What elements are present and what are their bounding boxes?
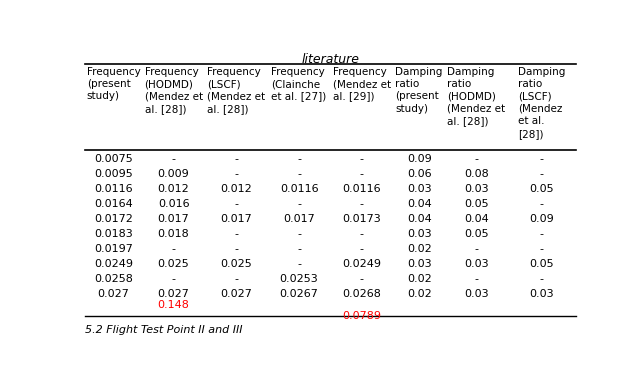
Text: -: - bbox=[540, 154, 544, 164]
Text: 0.027: 0.027 bbox=[98, 289, 129, 299]
Text: 0.016: 0.016 bbox=[158, 199, 189, 209]
Text: Frequency
(present
study): Frequency (present study) bbox=[87, 67, 140, 101]
Text: -: - bbox=[297, 229, 301, 239]
Text: 0.06: 0.06 bbox=[407, 169, 431, 179]
Text: -: - bbox=[474, 154, 479, 164]
Text: 0.09: 0.09 bbox=[407, 154, 431, 164]
Text: 0.0075: 0.0075 bbox=[94, 154, 133, 164]
Text: Frequency
(Mendez et
al. [29]): Frequency (Mendez et al. [29]) bbox=[333, 67, 391, 101]
Text: 0.0116: 0.0116 bbox=[342, 184, 381, 194]
Text: 0.05: 0.05 bbox=[464, 199, 489, 209]
Text: 0.0267: 0.0267 bbox=[280, 289, 319, 299]
Text: 0.03: 0.03 bbox=[529, 289, 554, 299]
Text: 0.02: 0.02 bbox=[407, 244, 431, 254]
Text: Damping
ratio
(present
study): Damping ratio (present study) bbox=[396, 67, 443, 114]
Text: 0.012: 0.012 bbox=[221, 184, 252, 194]
Text: 0.0183: 0.0183 bbox=[94, 229, 133, 239]
Text: -: - bbox=[540, 199, 544, 209]
Text: 0.03: 0.03 bbox=[464, 184, 489, 194]
Text: -: - bbox=[234, 274, 238, 284]
Text: -: - bbox=[234, 199, 238, 209]
Text: 0.04: 0.04 bbox=[464, 214, 489, 224]
Text: 0.09: 0.09 bbox=[529, 214, 554, 224]
Text: -: - bbox=[360, 229, 364, 239]
Text: 0.0095: 0.0095 bbox=[94, 169, 133, 179]
Text: -: - bbox=[234, 154, 238, 164]
Text: 0.0789: 0.0789 bbox=[342, 311, 381, 321]
Text: 0.05: 0.05 bbox=[529, 259, 554, 269]
Text: 0.0258: 0.0258 bbox=[94, 274, 133, 284]
Text: 0.02: 0.02 bbox=[407, 274, 431, 284]
Text: 0.03: 0.03 bbox=[464, 259, 489, 269]
Text: -: - bbox=[297, 244, 301, 254]
Text: Frequency
(LSCF)
(Mendez et
al. [28]): Frequency (LSCF) (Mendez et al. [28]) bbox=[207, 67, 266, 114]
Text: -: - bbox=[297, 199, 301, 209]
Text: -: - bbox=[360, 154, 364, 164]
Text: 0.0197: 0.0197 bbox=[94, 244, 133, 254]
Text: -: - bbox=[540, 169, 544, 179]
Text: -: - bbox=[297, 169, 301, 179]
Text: -: - bbox=[172, 154, 175, 164]
Text: -: - bbox=[172, 274, 175, 284]
Text: 0.0253: 0.0253 bbox=[280, 274, 319, 284]
Text: 0.0249: 0.0249 bbox=[342, 259, 381, 269]
Text: -: - bbox=[172, 244, 175, 254]
Text: 0.08: 0.08 bbox=[464, 169, 489, 179]
Text: 0.05: 0.05 bbox=[464, 229, 489, 239]
Text: 0.012: 0.012 bbox=[157, 184, 189, 194]
Text: 0.03: 0.03 bbox=[407, 259, 431, 269]
Text: -: - bbox=[540, 244, 544, 254]
Text: 0.0249: 0.0249 bbox=[94, 259, 133, 269]
Text: 0.148: 0.148 bbox=[157, 300, 189, 310]
Text: 0.04: 0.04 bbox=[407, 214, 431, 224]
Text: 0.03: 0.03 bbox=[407, 184, 431, 194]
Text: 0.018: 0.018 bbox=[157, 229, 189, 239]
Text: -: - bbox=[234, 229, 238, 239]
Text: 0.0164: 0.0164 bbox=[94, 199, 133, 209]
Text: -: - bbox=[474, 274, 479, 284]
Text: 0.027: 0.027 bbox=[220, 289, 252, 299]
Text: -: - bbox=[297, 154, 301, 164]
Text: 0.017: 0.017 bbox=[157, 214, 189, 224]
Text: 0.009: 0.009 bbox=[157, 169, 189, 179]
Text: Damping
ratio
(LSCF)
(Mendez
et al.
[28]): Damping ratio (LSCF) (Mendez et al. [28]… bbox=[518, 67, 566, 139]
Text: -: - bbox=[474, 244, 479, 254]
Text: Damping
ratio
(HODMD)
(Mendez et
al. [28]): Damping ratio (HODMD) (Mendez et al. [28… bbox=[447, 67, 506, 126]
Text: 0.0173: 0.0173 bbox=[342, 214, 381, 224]
Text: -: - bbox=[540, 229, 544, 239]
Text: literature: literature bbox=[301, 52, 360, 66]
Text: 0.0116: 0.0116 bbox=[280, 184, 319, 194]
Text: Frequency
(Clainche
et al. [27]): Frequency (Clainche et al. [27]) bbox=[271, 67, 327, 101]
Text: 0.0268: 0.0268 bbox=[342, 289, 381, 299]
Text: 0.0116: 0.0116 bbox=[94, 184, 133, 194]
Text: -: - bbox=[234, 244, 238, 254]
Text: 0.025: 0.025 bbox=[221, 259, 252, 269]
Text: -: - bbox=[540, 274, 544, 284]
Text: 0.03: 0.03 bbox=[407, 229, 431, 239]
Text: 0.03: 0.03 bbox=[464, 289, 489, 299]
Text: -: - bbox=[234, 169, 238, 179]
Text: 5.2 Flight Test Point II and III: 5.2 Flight Test Point II and III bbox=[85, 325, 243, 335]
Text: 0.0172: 0.0172 bbox=[94, 214, 133, 224]
Text: -: - bbox=[360, 244, 364, 254]
Text: -: - bbox=[360, 199, 364, 209]
Text: 0.017: 0.017 bbox=[221, 214, 252, 224]
Text: Frequency
(HODMD)
(Mendez et
al. [28]): Frequency (HODMD) (Mendez et al. [28]) bbox=[145, 67, 203, 114]
Text: 0.017: 0.017 bbox=[284, 214, 315, 224]
Text: 0.04: 0.04 bbox=[407, 199, 431, 209]
Text: -: - bbox=[360, 169, 364, 179]
Text: 0.027: 0.027 bbox=[157, 289, 189, 299]
Text: 0.02: 0.02 bbox=[407, 289, 431, 299]
Text: -: - bbox=[360, 274, 364, 284]
Text: -: - bbox=[297, 259, 301, 269]
Text: 0.025: 0.025 bbox=[157, 259, 189, 269]
Text: 0.05: 0.05 bbox=[529, 184, 554, 194]
